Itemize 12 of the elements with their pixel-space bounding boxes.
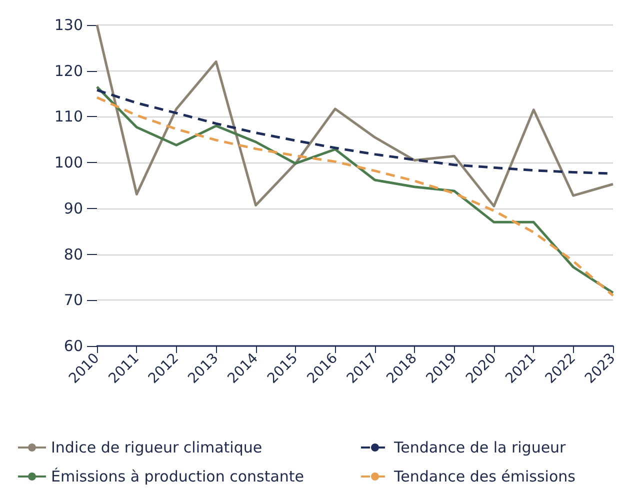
legend-label: Tendance des émissions: [393, 468, 576, 486]
y-tick-label: 120: [54, 62, 83, 80]
legend-label: Tendance de la rigueur: [393, 438, 567, 456]
y-tick-label: 80: [64, 245, 83, 264]
legend-label: Indice de rigueur climatique: [51, 438, 262, 456]
y-tick-label: 110: [54, 108, 83, 126]
y-tick-label: 100: [54, 154, 83, 172]
legend-label: Émissions à production constante: [51, 468, 304, 486]
y-tick-label: 70: [64, 291, 83, 310]
y-tick-label: 90: [64, 199, 83, 218]
y-tick-label: 130: [54, 16, 83, 34]
y-tick-label: 60: [64, 337, 83, 355]
